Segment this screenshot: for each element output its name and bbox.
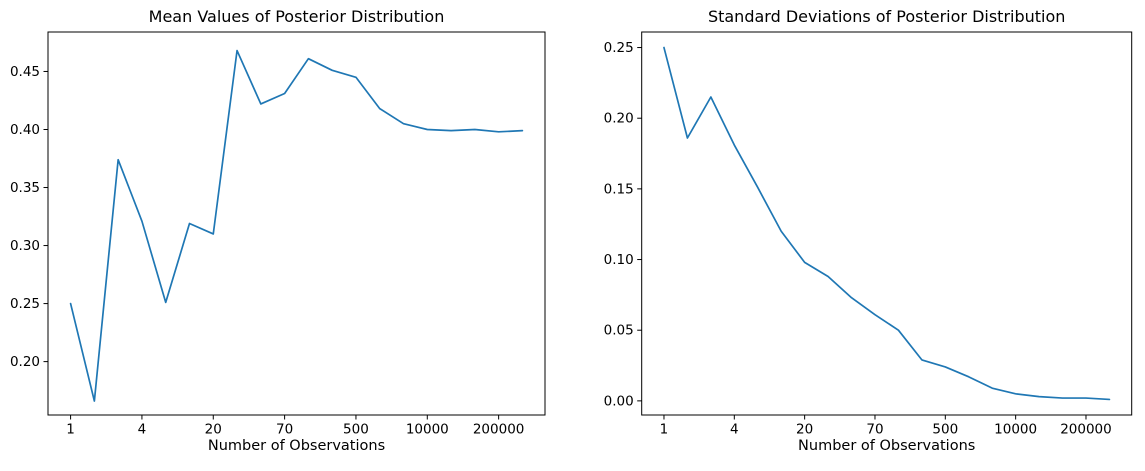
- x-tick-label: 1: [660, 422, 669, 438]
- x-tick-label: 20: [796, 422, 813, 438]
- plot-border: [47, 31, 546, 416]
- y-tick-label: 0.15: [604, 181, 634, 197]
- x-tick-label: 200000: [1060, 422, 1112, 438]
- y-tick-label: 0.40: [10, 122, 40, 138]
- std-chart-title: Standard Deviations of Posterior Distrib…: [707, 7, 1066, 26]
- y-tick-label: 0.25: [10, 296, 40, 312]
- y-tick-label: 0.10: [604, 252, 634, 268]
- x-tick-label: 10000: [406, 422, 449, 438]
- x-tick-label: 500: [343, 422, 369, 438]
- x-tick-label: 10000: [994, 422, 1037, 438]
- x-tick-label: 70: [276, 422, 293, 438]
- data-line-posterior-stds: [663, 46, 1111, 401]
- y-tick-label: 0.30: [10, 238, 40, 254]
- mean-values-plot-svg: 1 4 20 70 500 10000 200000 0.20 0.25 0.30 0.35 0.40…: [10, 31, 546, 438]
- x-tick-label: 70: [866, 422, 883, 438]
- x-tick-label: 4: [138, 422, 147, 438]
- data-line-posterior-means: [69, 49, 524, 402]
- x-tick-label: 4: [730, 422, 739, 438]
- x-tick-label: 1: [66, 422, 75, 438]
- std-chart-x-axis-label: Number of Observations: [798, 438, 976, 454]
- y-tick-label: 0.20: [10, 354, 40, 370]
- mean-chart-title: Mean Values of Posterior Distribution: [148, 7, 445, 26]
- y-tick-label: 0.25: [604, 40, 634, 56]
- plot-border: [641, 31, 1133, 416]
- x-tick-label: 20: [205, 422, 222, 438]
- x-tick-label: 200000: [473, 422, 525, 438]
- y-tick-label: 0.45: [10, 64, 40, 80]
- y-tick-label: 0.00: [604, 393, 634, 409]
- y-tick-label: 0.35: [10, 180, 40, 196]
- std-devs-plot-svg: 1 4 20 70 500 10000 200000 0.00 0.05 0.10 0.15 0.20…: [604, 31, 1133, 438]
- x-tick-label: 500: [932, 422, 958, 438]
- y-tick-label: 0.20: [604, 111, 634, 127]
- std-devs-chart: 1 4 20 70 500 10000 200000 0.00 0.05 0.10 0.15 0.20…: [573, 0, 1145, 471]
- mean-values-chart: 1 4 20 70 500 10000 200000 0.20 0.25 0.30 0.35 0.40…: [0, 0, 572, 471]
- y-tick-label: 0.05: [604, 323, 634, 339]
- mean-chart-x-axis-label: Number of Observations: [207, 438, 386, 454]
